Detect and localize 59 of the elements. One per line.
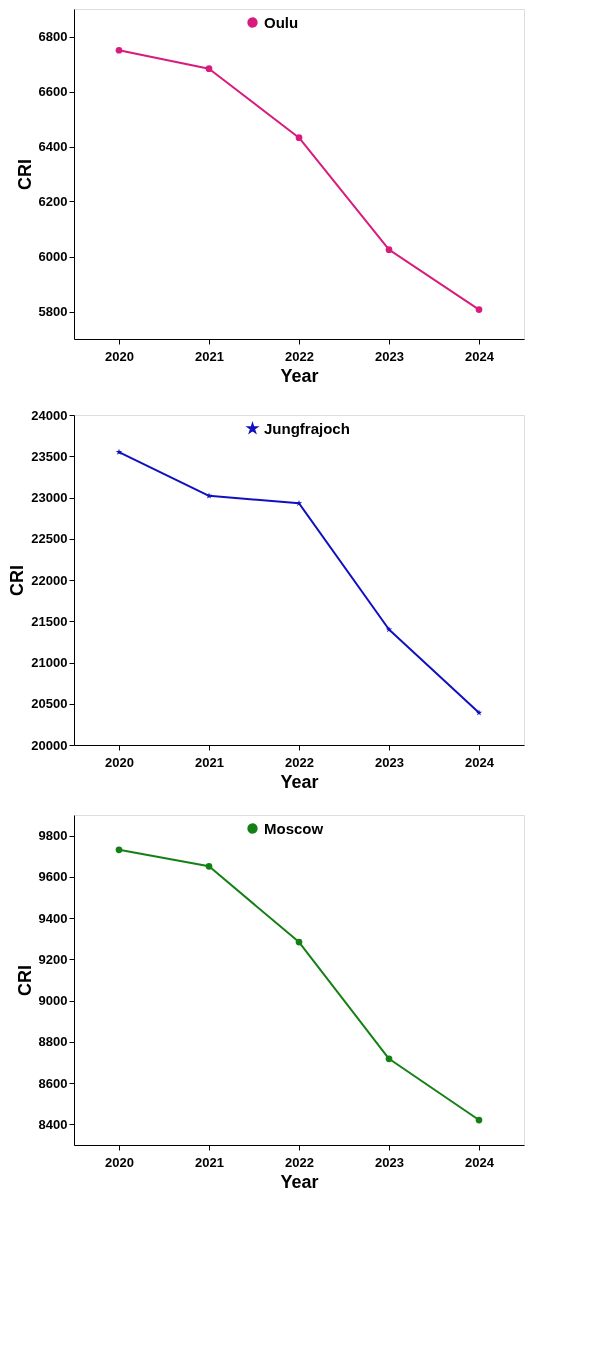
x-tick-label: 2021 [195,754,224,770]
y-tick-label: 6000 [38,249,68,264]
point [295,134,303,142]
point [115,846,123,854]
point [385,626,393,633]
legend-label: Oulu [264,13,299,31]
y-tick-label: 6800 [38,29,68,44]
legend-label: Jungfrajoch [264,419,350,437]
point [295,938,303,946]
x-axis-title: Year [280,771,319,792]
point [475,306,483,313]
y-tick-label: 24000 [31,407,68,423]
x-axis-title: Year [280,365,319,386]
y-tick-label: 21000 [31,655,68,670]
y-tick-label: 9000 [38,993,68,1009]
x-tick-label: 2020 [105,754,134,770]
legend-label: Moscow [264,819,324,837]
y-tick-label: 22500 [31,531,68,547]
y-tick-label: 6600 [38,84,68,99]
x-tick-label: 2020 [105,1154,134,1170]
x-tick-label: 2023 [375,348,404,364]
x-tick-label: 2021 [195,1154,224,1170]
point [475,1116,483,1124]
y-tick-label: 21500 [31,613,68,629]
y-tick-label: 23000 [31,490,68,505]
y-tick-label: 9400 [38,910,68,926]
x-tick-label: 2024 [465,348,495,364]
point [205,863,213,870]
point [205,65,213,73]
y-axis-title: CRI [14,159,35,190]
point [115,448,123,455]
point [115,46,123,54]
y-tick-label: 9600 [38,869,68,885]
y-tick-label: 9200 [38,951,68,967]
x-axis-title: Year [280,1171,319,1192]
y-tick-label: 5800 [38,304,68,319]
x-tick-label: 2024 [465,1154,495,1170]
point [385,1055,393,1063]
y-tick-label: 6400 [38,139,68,154]
y-tick-label: 8600 [38,1075,68,1091]
x-tick-label: 2023 [375,754,404,770]
x-tick-label: 2022 [285,348,314,364]
x-tick-label: 2024 [465,754,495,770]
x-tick-label: 2023 [375,1154,404,1170]
x-tick-label: 2020 [105,348,134,364]
y-axis-title: CRI [14,965,35,996]
x-tick-label: 2021 [195,348,224,364]
y-tick-label: 8400 [38,1116,68,1132]
x-tick-label: 2022 [285,754,314,770]
y-tick-label: 23500 [31,448,68,464]
y-tick-label: 20500 [31,696,68,712]
y-tick-label: 9800 [38,828,68,844]
x-tick-label: 2022 [285,1154,314,1170]
y-axis-title: CRI [7,565,28,596]
y-tick-label: 22000 [31,572,68,588]
y-tick-label: 20000 [31,737,68,753]
y-tick-label: 6200 [38,194,68,209]
point [385,246,393,253]
y-tick-label: 8800 [38,1034,68,1050]
